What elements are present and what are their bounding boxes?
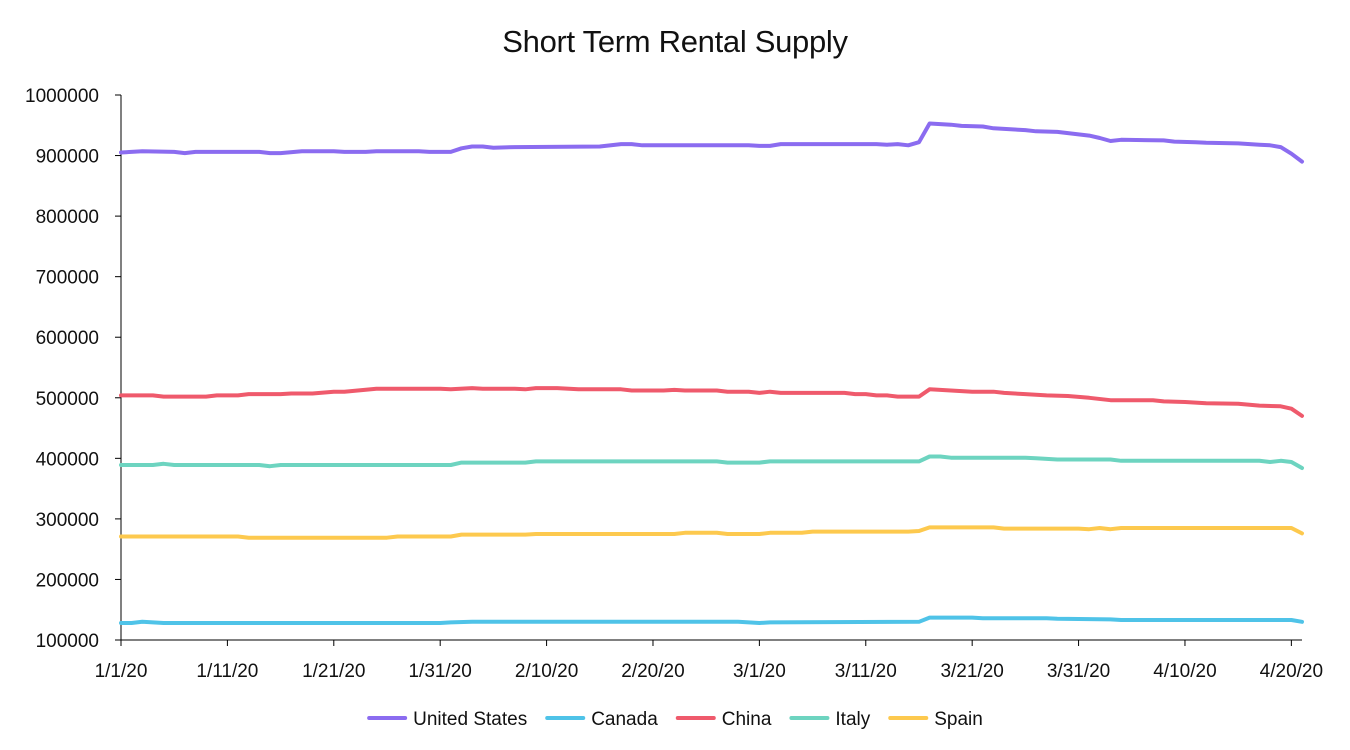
x-tick-label: 3/21/20 [940, 661, 1003, 682]
series-line-china [119, 386, 1304, 418]
legend-label-italy: Italy [835, 709, 870, 730]
y-tick-label: 300000 [36, 510, 99, 531]
x-tick-label: 1/21/20 [302, 661, 365, 682]
y-tick-label: 800000 [36, 207, 99, 228]
y-tick-label: 200000 [36, 570, 99, 591]
x-tick-label: 4/10/20 [1153, 661, 1216, 682]
x-tick-label: 1/11/20 [196, 661, 258, 682]
y-tick-label: 900000 [36, 147, 99, 168]
x-tick-label: 3/1/20 [733, 661, 786, 682]
legend-label-united-states: United States [413, 709, 527, 730]
series-line-united-states [119, 121, 1304, 164]
x-tick-label: 1/1/20 [95, 661, 148, 682]
x-tick-label: 3/11/20 [835, 661, 897, 682]
legend-label-canada: Canada [591, 709, 658, 730]
series-line-canada [119, 615, 1304, 625]
chart-title: Short Term Rental Supply [502, 24, 848, 59]
series-lines [119, 121, 1304, 625]
x-tick-label: 2/20/20 [621, 661, 684, 682]
y-tick-label: 700000 [36, 268, 99, 289]
x-tick-label: 3/31/20 [1047, 661, 1110, 682]
y-tick-label: 400000 [36, 449, 99, 470]
series-line-spain [119, 525, 1304, 540]
series-line-italy [119, 454, 1304, 470]
y-tick-label: 500000 [36, 389, 99, 410]
x-tick-label: 4/20/20 [1260, 661, 1323, 682]
x-tick-label: 1/31/20 [408, 661, 471, 682]
legend-label-spain: Spain [934, 709, 983, 730]
x-tick-label: 2/10/20 [515, 661, 578, 682]
legend-label-china: China [722, 709, 772, 730]
legend: United States Canada China Italy Spain [367, 709, 983, 730]
y-tick-label: 1000000 [25, 86, 99, 107]
y-tick-label: 600000 [36, 328, 99, 349]
axes: 100000 200000 300000 400000 500000 600000 7000… [25, 86, 1323, 682]
y-tick-label: 100000 [36, 631, 99, 652]
